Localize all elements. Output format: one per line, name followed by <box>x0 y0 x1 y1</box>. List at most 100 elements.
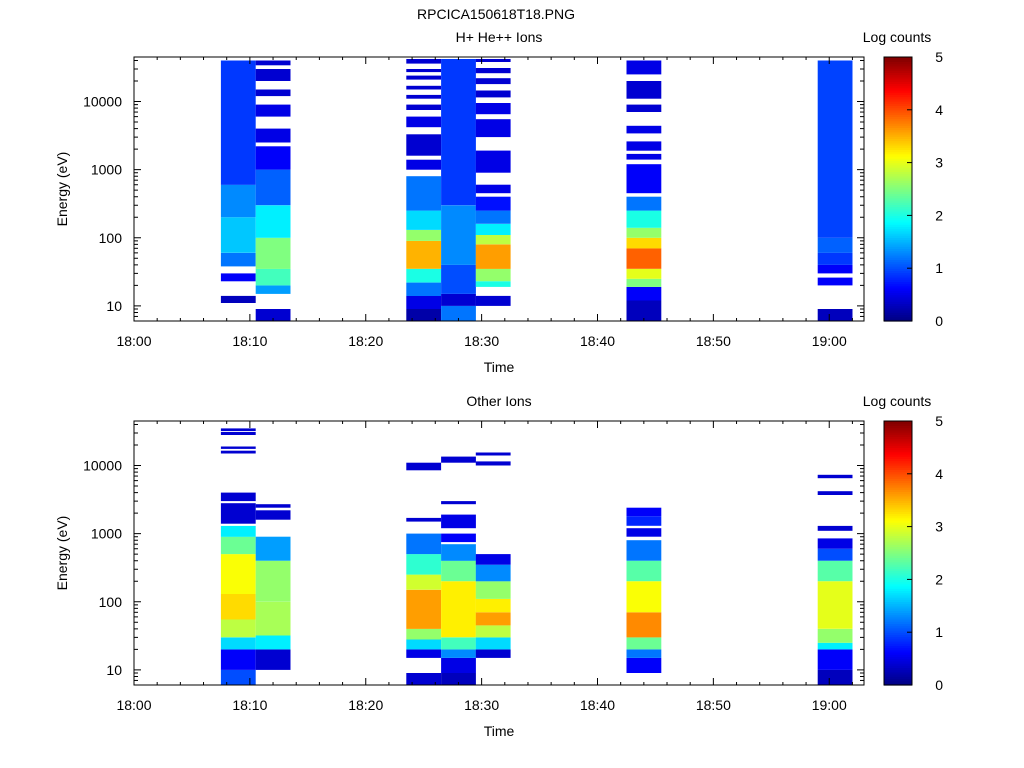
colorbar-strip <box>884 438 912 442</box>
heatmap-cell <box>255 69 291 81</box>
colorbar-strip <box>884 180 912 183</box>
colorbar-strip <box>884 310 912 313</box>
heatmap-cell <box>475 234 511 245</box>
heatmap-cell <box>441 544 476 561</box>
colorbar-strip <box>884 473 912 477</box>
colorbar-strip <box>884 114 912 117</box>
colorbar-strip <box>884 90 912 93</box>
colorbar-strip <box>884 550 912 554</box>
colorbar-strip <box>884 123 912 126</box>
colorbar-strip <box>884 667 912 671</box>
colorbar-strip <box>884 544 912 547</box>
heatmap-cell <box>626 125 662 134</box>
colorbar-strip <box>884 608 912 611</box>
colorbar-strip <box>884 671 912 675</box>
colorbar-strip <box>884 539 912 543</box>
heatmap-cells <box>220 59 853 321</box>
heatmap-cell <box>220 184 256 218</box>
colorbar-strip <box>884 680 912 684</box>
x-tick-label: 18:20 <box>348 333 383 349</box>
colorbar-strip <box>884 506 912 510</box>
heatmap-cell <box>817 264 853 274</box>
colorbar-strip <box>884 222 912 225</box>
heatmap-cell <box>406 462 442 471</box>
heatmap-cell <box>475 150 511 173</box>
heatmap-cell <box>817 60 853 238</box>
x-tick-label: 18:10 <box>232 697 267 713</box>
heatmap-cell <box>817 309 853 321</box>
colorbar-strip <box>884 586 912 589</box>
heatmap-cell <box>817 669 853 685</box>
colorbar-strip <box>884 528 912 532</box>
x-tick-label: 18:40 <box>580 697 615 713</box>
heatmap-cell <box>441 560 476 582</box>
plot-frame <box>133 420 865 686</box>
colorbar-strip <box>884 630 912 633</box>
colorbar-strip <box>884 678 912 682</box>
heatmap-cell <box>626 278 662 287</box>
heatmap-cell <box>441 514 476 529</box>
heatmap-cell <box>475 452 511 456</box>
colorbar-strip <box>884 515 912 519</box>
heatmap-cell <box>255 60 291 66</box>
colorbar-strip <box>884 621 912 624</box>
colorbar-strip <box>884 605 912 609</box>
panel-h-he-ions: H+ He++ Ions 18:00 18:10 18:20 18:30 18:40 18:… <box>54 29 943 375</box>
colorbar-strip <box>884 612 912 616</box>
colorbar-strip <box>884 129 912 133</box>
colorbar-strip <box>884 513 912 517</box>
colorbar-strip <box>884 423 912 426</box>
heatmap-cell <box>406 639 442 650</box>
heatmap-cell <box>220 525 256 537</box>
colorbar-strip <box>884 79 912 82</box>
colorbar-strip <box>884 610 912 613</box>
heatmap-cell <box>255 268 291 286</box>
colorbar-strip <box>884 462 912 466</box>
heatmap-cell <box>406 628 442 640</box>
heatmap-cell <box>406 85 442 90</box>
colorbar-strip <box>884 96 912 100</box>
colorbar-strip <box>884 603 912 607</box>
colorbar-strip <box>884 270 912 274</box>
heatmap-cell <box>441 293 476 306</box>
colorbar-strip <box>884 599 912 602</box>
colorbar-strip <box>884 151 912 155</box>
heatmap-cell <box>475 196 511 211</box>
colorbar-strip <box>884 208 912 212</box>
x-tick-label: 18:20 <box>348 697 383 713</box>
heatmap-cell <box>255 309 291 321</box>
x-tick-label: 18:00 <box>116 333 151 349</box>
panel-other-ions: Other Ions 18:00 18:10 18:20 18:30 18:40 18:50… <box>54 393 943 739</box>
colorbar-strip <box>884 70 912 73</box>
colorbar-strip <box>884 636 912 640</box>
panel-title: Other Ions <box>466 393 531 409</box>
colorbar-strip <box>884 643 912 646</box>
heatmap-cell <box>626 196 662 211</box>
heatmap-cell <box>255 89 291 97</box>
heatmap-cell <box>255 205 291 238</box>
heatmap-cell <box>626 649 662 658</box>
heatmap-cell <box>626 581 662 613</box>
heatmap-cell <box>220 273 256 282</box>
colorbar-strip <box>884 68 912 71</box>
heatmap-cell <box>220 619 256 638</box>
heatmap-cell <box>255 560 291 602</box>
colorbar-strip <box>884 318 912 322</box>
colorbar-strip <box>884 109 912 113</box>
colorbar-strip <box>884 63 912 67</box>
colorbar-strip <box>884 568 912 572</box>
colorbar-strip <box>884 160 912 164</box>
colorbar-strip <box>884 147 912 150</box>
heatmap-cell <box>441 205 476 265</box>
colorbar-strip <box>884 261 912 265</box>
heatmap-cell <box>626 141 662 151</box>
x-axis-label: Time <box>484 723 515 739</box>
heatmap-cell <box>475 637 511 650</box>
colorbar-strip <box>884 443 912 446</box>
heatmap-cell <box>255 649 291 670</box>
colorbar-strip <box>884 118 912 122</box>
heatmap-cell <box>475 281 511 287</box>
colorbar-strip <box>884 153 912 157</box>
colorbar-strip <box>884 59 912 62</box>
